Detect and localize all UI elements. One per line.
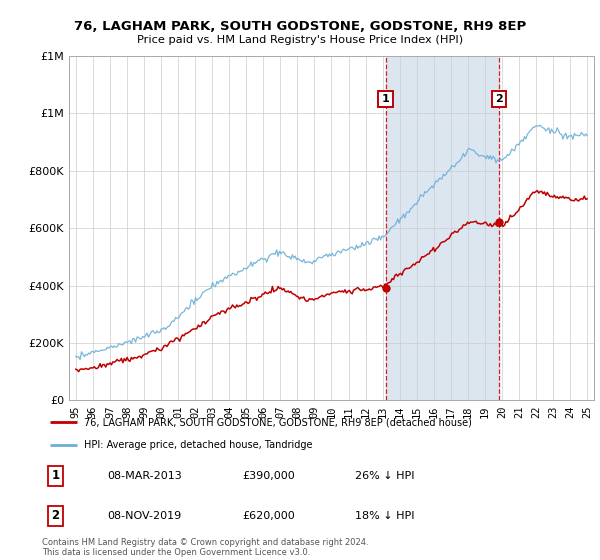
- Text: 1: 1: [382, 94, 389, 104]
- Text: 18% ↓ HPI: 18% ↓ HPI: [355, 511, 415, 521]
- Text: 76, LAGHAM PARK, SOUTH GODSTONE, GODSTONE, RH9 8EP: 76, LAGHAM PARK, SOUTH GODSTONE, GODSTON…: [74, 20, 526, 32]
- Text: £620,000: £620,000: [242, 511, 295, 521]
- Text: £390,000: £390,000: [242, 471, 295, 481]
- Text: 08-MAR-2013: 08-MAR-2013: [107, 471, 182, 481]
- Bar: [386, 56, 499, 400]
- Text: Contains HM Land Registry data © Crown copyright and database right 2024.
This d: Contains HM Land Registry data © Crown c…: [42, 538, 368, 557]
- Text: 26% ↓ HPI: 26% ↓ HPI: [355, 471, 415, 481]
- Text: Price paid vs. HM Land Registry's House Price Index (HPI): Price paid vs. HM Land Registry's House …: [137, 35, 463, 45]
- Text: 1: 1: [52, 469, 59, 482]
- Text: 08-NOV-2019: 08-NOV-2019: [107, 511, 181, 521]
- Text: 2: 2: [495, 94, 503, 104]
- Text: 2: 2: [52, 510, 59, 522]
- Text: 76, LAGHAM PARK, SOUTH GODSTONE, GODSTONE, RH9 8EP (detached house): 76, LAGHAM PARK, SOUTH GODSTONE, GODSTON…: [84, 417, 472, 427]
- Text: HPI: Average price, detached house, Tandridge: HPI: Average price, detached house, Tand…: [84, 440, 313, 450]
